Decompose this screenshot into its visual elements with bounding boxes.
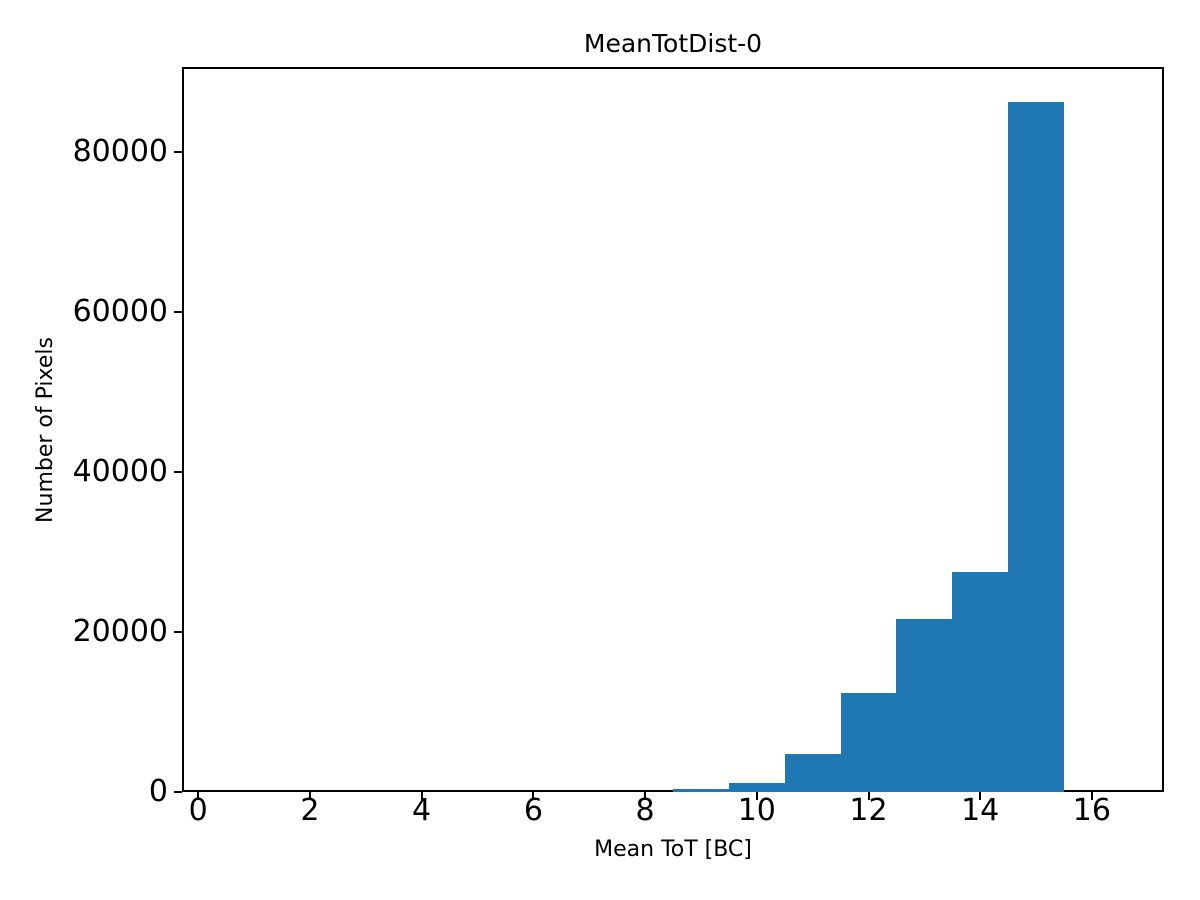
x-tick-label: 10 [737,793,776,828]
x-tick [197,792,200,800]
x-tick-label: 6 [523,793,543,828]
y-tick-label: 20000 [72,614,168,649]
y-tick-label: 60000 [72,293,168,329]
x-tick [867,792,870,800]
x-tick [420,792,423,800]
chart-title: MeanTotDist-0 [583,29,763,58]
histogram-bar [840,692,897,792]
x-tick-label: 8 [635,793,655,828]
y-tick [174,631,182,633]
plot-area [182,67,1164,792]
x-axis-label: Mean ToT [BC] [594,837,752,862]
histogram-bar [784,754,841,792]
histogram-bar [673,788,729,792]
y-axis-label: Number of Pixels [33,337,58,523]
x-tick-label: 0 [188,793,208,828]
histogram-bar [728,783,785,792]
x-tick-label: 2 [300,793,320,828]
y-tick [174,150,182,153]
x-tick [532,792,535,800]
x-tick [755,792,758,800]
x-tick-label: 16 [1072,793,1111,828]
histogram-bar [952,572,1009,792]
x-tick [979,792,982,800]
x-tick [308,792,311,800]
bars-layer [182,67,1164,792]
y-tick [174,310,182,313]
histogram-bar [896,619,953,792]
y-tick-label: 40000 [72,454,168,489]
x-tick [1090,792,1093,800]
x-tick-label: 14 [961,793,1000,828]
y-tick-label: 0 [148,774,168,809]
x-tick-label: 4 [412,793,432,828]
y-tick-label: 80000 [72,133,168,169]
histogram-bar [1008,101,1065,792]
y-tick [174,471,182,473]
x-tick-label: 12 [849,793,888,828]
y-tick [174,791,182,793]
x-tick [644,792,647,800]
